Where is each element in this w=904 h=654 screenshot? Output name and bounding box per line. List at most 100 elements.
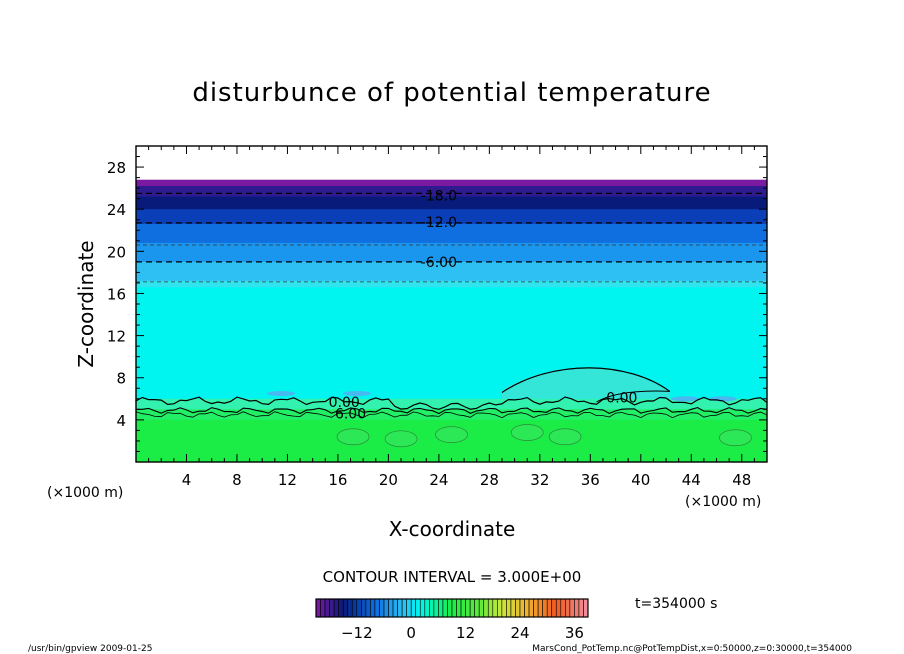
colorbar-tick-label-0: −12 xyxy=(341,624,373,642)
band-3 xyxy=(136,209,767,225)
y-axis-ticks: 4 8 12 16 20 24 28 xyxy=(107,156,767,452)
x-tick-label-44: 44 xyxy=(682,471,701,489)
colorbar-seg-10 xyxy=(361,598,367,618)
x-unit-note-right: (×1000 m) xyxy=(685,494,761,510)
band-4 xyxy=(136,223,767,244)
contour-label-1: -12.0 xyxy=(421,215,457,231)
x-axis-ticks: 4 8 12 16 20 24 28 32 36 40 44 48 xyxy=(148,146,755,489)
colorbar-seg-26 xyxy=(433,598,439,618)
colorbar-seg-38 xyxy=(487,598,494,618)
band-1 xyxy=(136,186,767,198)
colorbar-seg-45 xyxy=(519,598,525,618)
colorbar-seg-7 xyxy=(347,598,353,618)
footer-right: MarsCond_PotTemp.nc@PotTempDist,x=0:5000… xyxy=(532,644,852,654)
bubble-inner-contour xyxy=(596,390,670,403)
colorbar-seg-59 xyxy=(583,598,589,618)
colorbar-tick-label-2: 12 xyxy=(456,624,475,642)
x-tick-label-20: 20 xyxy=(379,471,398,489)
colorbar-seg-31 xyxy=(456,598,462,618)
color-bands xyxy=(136,179,767,463)
colorbar-seg-42 xyxy=(506,598,512,618)
colorbar-seg-39 xyxy=(492,598,498,618)
colorbar-seg-36 xyxy=(478,598,485,618)
colorbar-seg-16 xyxy=(388,598,394,618)
colorbar-frame xyxy=(315,598,589,618)
colorbar-seg-13 xyxy=(374,598,380,618)
colorbar-seg-37 xyxy=(483,598,489,618)
colorbar-seg-32 xyxy=(460,598,466,618)
colorbar-seg-14 xyxy=(379,598,385,618)
colorbar-seg-12 xyxy=(370,598,376,618)
colorbar-seg-55 xyxy=(565,598,571,618)
contour-label-3: 0.00 xyxy=(329,395,360,411)
band-6 xyxy=(136,261,767,282)
colorbar-seg-15 xyxy=(383,598,389,618)
positive-contour-1 xyxy=(135,411,768,419)
x-tick-label-48: 48 xyxy=(732,471,751,489)
x-tick-label-32: 32 xyxy=(530,471,549,489)
colorbar-seg-49 xyxy=(537,598,543,618)
colorbar-seg-8 xyxy=(351,598,358,618)
cool-patch-1 xyxy=(342,391,371,397)
band-9 xyxy=(136,398,767,410)
x-tick-label-24: 24 xyxy=(429,471,448,489)
y-tick-label-16: 16 xyxy=(107,285,126,303)
colorbar-seg-17 xyxy=(392,598,398,618)
colorbar-seg-34 xyxy=(469,598,475,618)
x-tick-label-12: 12 xyxy=(278,471,297,489)
band-5 xyxy=(136,242,767,263)
colorbar-seg-1 xyxy=(320,598,326,618)
colorbar-seg-3 xyxy=(329,598,335,618)
band-7 xyxy=(136,280,767,288)
colorbar-seg-19 xyxy=(401,598,407,618)
colorbar xyxy=(315,598,589,618)
contour-label-2: -6.00 xyxy=(421,255,457,271)
colorbar-seg-27 xyxy=(438,598,444,618)
colorbar-seg-2 xyxy=(324,598,330,618)
colorbar-tick-label-1: 0 xyxy=(406,624,416,642)
colorbar-seg-11 xyxy=(365,598,371,618)
x-unit-note-left: (×1000 m) xyxy=(47,485,123,501)
colorbar-seg-28 xyxy=(442,598,448,618)
bubble-contour xyxy=(501,367,671,393)
band-2 xyxy=(136,196,767,210)
warm-bubble-fill xyxy=(501,367,670,399)
colorbar-seg-4 xyxy=(333,598,339,618)
band-10 xyxy=(136,409,767,421)
colorbar-seg-57 xyxy=(574,598,580,618)
x-tick-label-8: 8 xyxy=(232,471,242,489)
colorbar-seg-47 xyxy=(528,598,534,618)
y-axis-label: Z-coordinate xyxy=(74,240,98,367)
colorbar-seg-50 xyxy=(542,598,548,618)
ground-patch-1 xyxy=(384,430,418,448)
colorbar-seg-22 xyxy=(415,598,421,618)
colorbar-seg-53 xyxy=(555,598,562,618)
y-tick-label-20: 20 xyxy=(107,243,126,261)
colorbar-seg-23 xyxy=(419,598,426,618)
colorbar-seg-9 xyxy=(356,598,362,618)
colorbar-seg-40 xyxy=(497,598,503,618)
y-tick-label-28: 28 xyxy=(107,159,126,177)
y-tick-label-8: 8 xyxy=(116,370,126,388)
colorbar-seg-25 xyxy=(429,598,435,618)
colorbar-tick-label-3: 24 xyxy=(510,624,529,642)
x-tick-label-28: 28 xyxy=(480,471,499,489)
colorbar-seg-52 xyxy=(551,598,557,618)
band-0 xyxy=(136,179,767,187)
x-tick-label-36: 36 xyxy=(581,471,600,489)
colorbar-seg-29 xyxy=(447,598,453,618)
ground-patch-0 xyxy=(336,428,370,446)
cool-patch-2 xyxy=(670,396,699,402)
ground-details xyxy=(267,367,752,448)
contour-label-4: 6.00 xyxy=(335,407,366,423)
y-tick-label-4: 4 xyxy=(116,412,126,430)
colorbar-seg-58 xyxy=(578,598,584,618)
colorbar-seg-44 xyxy=(515,598,521,618)
colorbar-seg-0 xyxy=(315,598,321,618)
x-tick-label-4: 4 xyxy=(182,471,192,489)
y-tick-label-12: 12 xyxy=(107,328,126,346)
colorbar-seg-46 xyxy=(524,598,530,618)
colorbar-seg-21 xyxy=(410,598,417,618)
colorbar-tick-label-4: 36 xyxy=(565,624,584,642)
colorbar-seg-20 xyxy=(406,598,412,618)
